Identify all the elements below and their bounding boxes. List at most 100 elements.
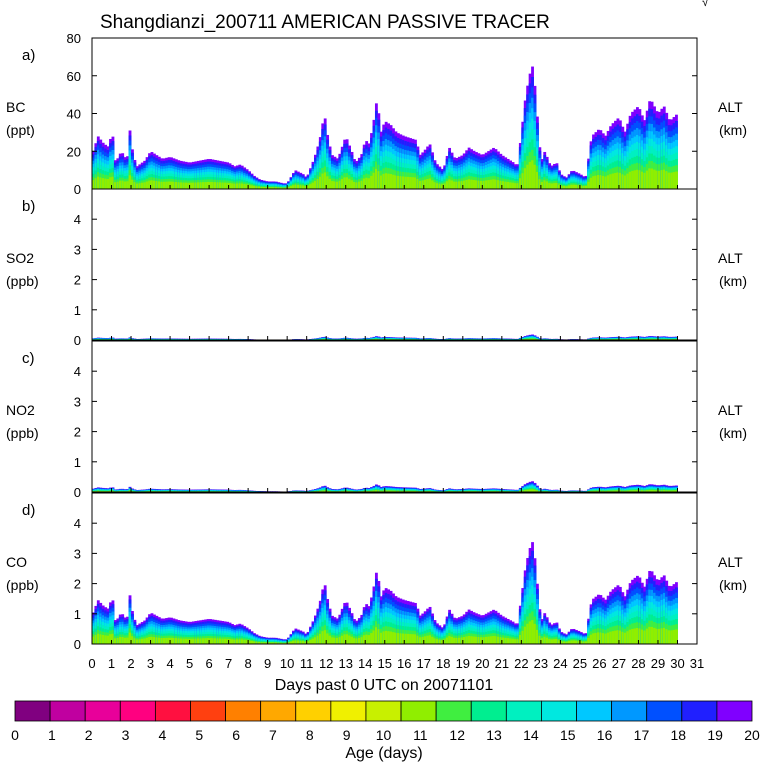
- profile-bar-layer: [626, 173, 630, 189]
- profile-bar-layer: [399, 176, 403, 189]
- profile-bar-layer: [126, 181, 129, 189]
- profile-bar-layer: [374, 168, 378, 189]
- profile-bar-layer: [257, 186, 261, 189]
- profile-bar-layer: [277, 187, 281, 189]
- profile-bar-layer: [140, 182, 144, 189]
- profile-bar-layer: [504, 181, 508, 189]
- profile-bar-layer: [394, 175, 398, 189]
- profile-bar-layer: [201, 182, 205, 189]
- profile-bar-layer: [243, 183, 247, 189]
- profile-bar-layer: [636, 169, 639, 189]
- profile-bar-layer: [575, 185, 578, 189]
- profile-bar-layer: [499, 180, 503, 189]
- profile-bar-layer: [172, 181, 176, 189]
- profile-bar-layer: [292, 185, 295, 189]
- profile-bar-layer: [267, 187, 271, 189]
- profile-bar-layer: [170, 181, 173, 189]
- profile-bar-layer: [318, 176, 322, 189]
- alt-label: ALT: [718, 99, 743, 115]
- profile-bar-layer: [321, 173, 325, 189]
- profile-bar-layer: [462, 180, 466, 189]
- profile-bar-layer: [145, 181, 149, 189]
- profile-bar-layer: [340, 179, 344, 189]
- profile-bar-layer: [562, 186, 566, 189]
- profile-bar-layer: [528, 338, 532, 340]
- profile-bar-layer: [157, 181, 161, 189]
- profile-bar-layer: [326, 176, 330, 189]
- profile-bar-layer: [516, 183, 520, 189]
- species-label: BC: [6, 99, 25, 115]
- profile-bar-layer: [487, 180, 491, 189]
- profile-bar-layer: [343, 177, 347, 189]
- profile-bar-layer: [601, 175, 605, 189]
- profile-bar-layer: [555, 182, 559, 189]
- profile-bar-layer: [196, 182, 200, 189]
- profile-bar-layer: [104, 178, 108, 189]
- profile-bar-layer: [526, 164, 530, 189]
- profile-bar-layer: [309, 184, 312, 189]
- profile-bar-layer: [550, 183, 554, 189]
- y-tick-label: 0: [74, 333, 81, 348]
- profile-bar-layer: [282, 187, 286, 189]
- profile-bar-layer: [189, 182, 193, 189]
- profile-bar-layer: [138, 183, 142, 189]
- profile-bar-layer: [450, 180, 454, 189]
- profile-bar-layer: [565, 186, 569, 189]
- profile-bar-layer: [133, 182, 137, 189]
- profile-bar-layer: [289, 186, 293, 189]
- profile-bar-layer: [306, 185, 310, 189]
- profile-bar-layer: [455, 181, 459, 189]
- profile-bar-layer: [609, 174, 613, 189]
- profile-bar-layer: [614, 172, 617, 189]
- profile-bar-layer: [209, 181, 212, 189]
- profile-bar-layer: [160, 181, 164, 189]
- profile-bar-layer: [509, 182, 512, 189]
- profile-bar-layer: [596, 175, 600, 189]
- profile-bar-layer: [174, 182, 178, 189]
- profile-bar-layer: [643, 172, 647, 189]
- profile-bar-layer: [616, 172, 620, 189]
- profile-bar-layer: [113, 182, 117, 189]
- profile-bar-layer: [553, 183, 556, 189]
- profile-bar-layer: [357, 181, 361, 189]
- profile-bar-layer: [331, 181, 334, 189]
- profile-bar-layer: [411, 177, 415, 189]
- profile-bar-layer: [433, 182, 437, 189]
- profile-bar-layer: [294, 184, 298, 189]
- profile-bar-layer: [521, 173, 525, 189]
- panel-frame: [91, 188, 698, 341]
- profile-bar-layer: [445, 181, 449, 189]
- profile-bar-layer: [238, 183, 242, 189]
- profile-bar-layer: [648, 168, 652, 189]
- profile-bar-layer: [631, 170, 634, 189]
- profile-bar-layer: [465, 179, 469, 189]
- profile-bar-layer: [314, 180, 317, 189]
- y-tick-label: 80: [67, 31, 81, 46]
- profile-bar-layer: [606, 175, 610, 189]
- profile-bar-layer: [587, 181, 591, 189]
- profile-bar-layer: [223, 182, 227, 189]
- y-tick-label: 0: [74, 182, 81, 197]
- alt-unit-label: (km): [719, 122, 747, 138]
- profile-bar-layer: [665, 171, 669, 189]
- profile-bar-layer: [179, 182, 183, 189]
- profile-bar-layer: [638, 170, 642, 189]
- chart-title: Shangdianzi_200711 AMERICAN PASSIVE TRAC…: [100, 12, 550, 33]
- profile-bar-layer: [106, 178, 110, 189]
- profile-bar-layer: [453, 181, 456, 189]
- profile-bar-layer: [338, 180, 342, 189]
- profile-bar-layer: [387, 173, 391, 189]
- profile-bar-layer: [165, 181, 169, 189]
- profile-bar-layer: [675, 171, 678, 189]
- profile-bar-layer: [557, 184, 561, 189]
- profile-bar-layer: [270, 187, 273, 189]
- panel-id: b): [22, 198, 35, 215]
- profile-bar-layer: [118, 180, 122, 189]
- profile-bar-layer: [570, 184, 573, 189]
- profile-bar-layer: [470, 179, 473, 189]
- profile-bar-layer: [233, 183, 237, 189]
- profile-bar-layer: [667, 172, 671, 189]
- profile-bar-layer: [304, 186, 308, 189]
- profile-bar-layer: [121, 180, 125, 189]
- profile-bar-layer: [467, 179, 471, 189]
